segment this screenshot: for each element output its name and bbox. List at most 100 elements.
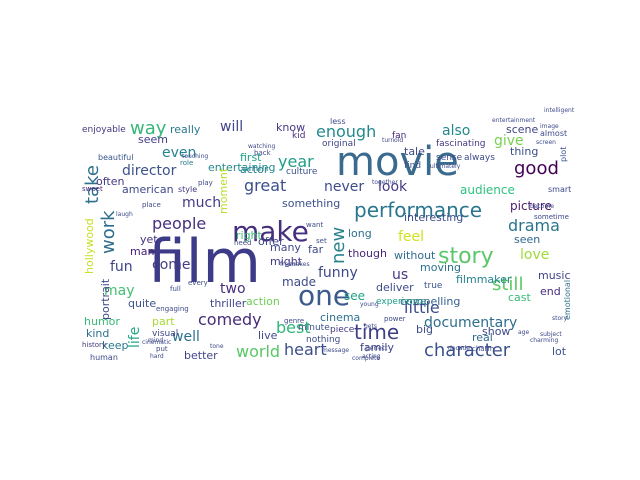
cloud-word: fun [110, 259, 133, 275]
cloud-word: intelligent [544, 107, 575, 114]
cloud-word: good [514, 158, 559, 179]
cloud-word: us [392, 267, 409, 283]
cloud-word: american [122, 183, 174, 196]
cloud-word: ultimately [430, 163, 461, 170]
cloud-word: place [142, 201, 161, 209]
cloud-word: want [306, 221, 324, 229]
cloud-word: never [324, 179, 365, 195]
cloud-word: time [354, 320, 400, 344]
cloud-word: original [322, 139, 356, 149]
cloud-word: interesting [404, 211, 464, 224]
cloud-word: thing [510, 145, 539, 158]
cloud-word: always [464, 153, 495, 163]
cloud-word: character [424, 340, 511, 361]
cloud-word: drama [508, 216, 560, 235]
cloud-word: performance [354, 198, 483, 222]
cloud-word: genre [284, 317, 305, 325]
cloud-word: one [298, 279, 351, 312]
cloud-word: age [518, 329, 530, 336]
cloud-word: find [404, 161, 422, 171]
cloud-word: much [182, 195, 222, 211]
cloud-word: cinema [320, 311, 361, 324]
cloud-word: history [82, 341, 107, 349]
cloud-word: quite [128, 297, 157, 310]
cloud-word: part [152, 315, 175, 328]
cloud-word: visual [152, 329, 179, 339]
cloud-word: man [130, 245, 155, 258]
cloud-word: best [276, 318, 311, 337]
cloud-word: many [270, 241, 301, 254]
cloud-word: something [282, 197, 341, 210]
cloud-word: yet [140, 233, 158, 246]
cloud-word: love [520, 247, 550, 263]
cloud-word: director [122, 163, 177, 179]
cloud-word: know [276, 121, 306, 134]
cloud-word: better [184, 349, 218, 362]
cloud-word: scene [506, 123, 539, 136]
cloud-word: story [438, 244, 494, 269]
cloud-word: compelling [400, 295, 461, 308]
cloud-word: enough [316, 122, 377, 141]
cloud-word: right [236, 229, 262, 242]
cloud-word: gets [364, 323, 377, 330]
cloud-word: enjoyable [82, 125, 126, 135]
cloud-word: fan [392, 131, 407, 141]
cloud-word: sometime [534, 213, 569, 221]
cloud-word: action [246, 295, 280, 308]
cloud-word: made [282, 275, 317, 289]
cloud-word: often [96, 175, 125, 188]
cloud-word: smart [548, 185, 572, 194]
cloud-word: really [170, 123, 201, 136]
cloud-word: heart [284, 340, 327, 359]
cloud-word: also [442, 123, 471, 139]
cloud-word: tone [210, 343, 224, 350]
cloud-word: image [540, 123, 559, 130]
cloud-word: audience [460, 183, 515, 197]
cloud-word: full [170, 285, 181, 293]
cloud-word: almost [540, 129, 568, 138]
cloud-word: little [404, 298, 440, 317]
cloud-word: put [156, 345, 168, 353]
cloud-word: watching [248, 143, 276, 150]
cloud-word: real [472, 331, 493, 344]
cloud-word: keep [102, 339, 129, 352]
cloud-word: without [394, 249, 436, 262]
cloud-word: cinematic [142, 339, 172, 346]
cloud-word: movie [336, 139, 459, 185]
cloud-word: comedy [198, 310, 262, 329]
cloud-word: true [424, 281, 443, 291]
cloud-word: far [308, 243, 324, 256]
cloud-word: offer [258, 235, 284, 248]
cloud-word: portrait [99, 278, 112, 320]
cloud-word: humor [84, 315, 120, 328]
cloud-word: every [188, 279, 208, 287]
cloud-word: still [492, 274, 524, 295]
cloud-word: charm [472, 345, 495, 353]
cloud-word: emotional [563, 279, 572, 320]
cloud-word: documentary [424, 315, 518, 331]
cloud-word: sense [436, 153, 463, 163]
cloud-word: may [104, 283, 135, 299]
cloud-word: tale [404, 145, 425, 158]
cloud-word: beautiful [98, 153, 134, 162]
cloud-word: kind [86, 327, 110, 340]
cloud-word: might [270, 255, 303, 268]
cloud-word: picture [510, 199, 552, 213]
cloud-word: touching [182, 153, 209, 160]
cloud-word: play [198, 179, 213, 187]
cloud-word: screen [536, 139, 556, 146]
cloud-word: big [416, 323, 434, 336]
cloud-word: seem [138, 133, 168, 146]
cloud-word: fresh [280, 261, 296, 268]
cloud-word: actor [240, 163, 269, 176]
cloud-word: see [344, 289, 366, 303]
cloud-word: end [540, 285, 561, 298]
cloud-word: set [316, 237, 327, 245]
cloud-word: back [254, 149, 271, 157]
cloud-word: family [360, 341, 394, 354]
cloud-word: old [394, 137, 404, 144]
cloud-word: become [530, 203, 555, 210]
cloud-word: will [220, 119, 244, 135]
cloud-word: give [494, 133, 524, 149]
cloud-word: life [127, 326, 143, 348]
